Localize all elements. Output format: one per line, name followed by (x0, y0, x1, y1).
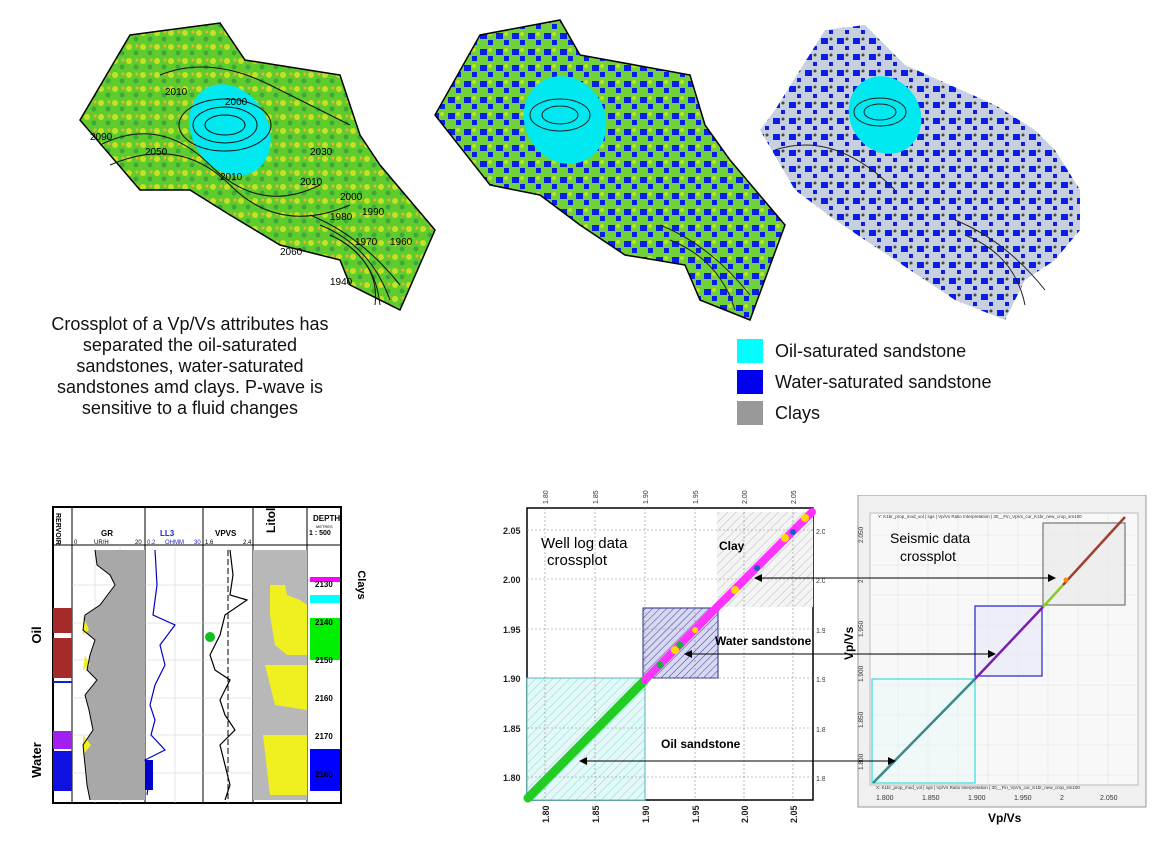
clays-label: Clays (355, 570, 367, 599)
ll3-header: LL3 (160, 529, 175, 538)
oil-region-label: Oil sandstone (661, 737, 741, 751)
crossplot2-title-line2: crossplot (900, 548, 956, 564)
contour-label: 2010 (220, 172, 243, 183)
right-tick: 1.90 (816, 677, 825, 684)
top-tick: 1.95 (693, 490, 700, 504)
top-tick: 1.80 (543, 490, 550, 504)
x-tick: 1.95 (691, 805, 701, 823)
seis-x-tick: 1.850 (922, 795, 940, 802)
seismic-footer-text: X: K1br_prop_mod_vol | sgs | Vp/Vs Ratio… (876, 785, 1080, 790)
gr-min: 0 (74, 540, 78, 546)
y-tick: 1.95 (503, 625, 521, 635)
depth-scale: 1 : 500 (309, 530, 331, 537)
contour-label: 2090 (90, 132, 113, 143)
seis-x-tick: 1.800 (876, 795, 894, 802)
vpvs-header: VPVS (215, 529, 237, 538)
legend-water: Water-saturated sandstone (737, 369, 991, 395)
crossplot1-title-line2: crossplot (547, 552, 608, 569)
contour-label: 1970 (355, 237, 378, 248)
legend-water-label: Water-saturated sandstone (775, 371, 992, 392)
contour-label: 2060 (280, 247, 303, 258)
clay-region-label: Clay (719, 539, 745, 553)
litho-header: Litol (264, 508, 278, 533)
depth-2140: 2140 (315, 618, 333, 627)
top-tick: 1.85 (593, 490, 600, 504)
top-tick: 2.05 (791, 490, 798, 504)
correspondence-arrows (579, 574, 1056, 765)
seismic-header-text: Y: K1br_prop_mod_vol | sgs | Vp/Vs Ratio… (878, 514, 1082, 519)
right-tick: 1.80 (816, 776, 825, 783)
seis-y-tick: 2.050 (858, 526, 865, 543)
reservoir-header: RERVOIR (54, 513, 61, 545)
y-tick: 1.90 (503, 674, 521, 684)
contour-label: 2000 (225, 97, 248, 108)
well-log-panel: Oil Water Clays RERVOIR GR 0 UR/H 20 LL3… (29, 506, 367, 804)
depth-2150: 2150 (315, 656, 333, 665)
depth-2160: 2160 (315, 694, 333, 703)
depth-2130: 2130 (315, 580, 333, 589)
depth-sub: METRES (316, 524, 333, 529)
right-tick: 1.85 (816, 727, 825, 734)
seis-y-tick: 1.850 (858, 711, 865, 728)
y-tick: 2.00 (503, 575, 521, 585)
contour-label: 1990 (362, 207, 385, 218)
crossplot1-title-line1: Well log data (541, 535, 628, 552)
contour-label: 2010 (300, 177, 323, 188)
water-region-label: Water sandstone (715, 634, 812, 648)
clays-swatch (737, 401, 763, 425)
contour-label: 1980 (330, 212, 353, 223)
gr-max: 20 (135, 540, 142, 546)
vpvs-attribute-map: 2010 2000 2050 2010 2030 2010 2000 1990 … (79, 22, 436, 312)
water-label: Water (29, 742, 44, 778)
right-tick: 2.05 (816, 529, 825, 536)
fluid-classification-map (434, 19, 786, 321)
seismic-xlabel: Vp/Vs (988, 811, 1022, 825)
crossplot2-title-line1: Seismic data (890, 530, 970, 546)
y-tick: 2.05 (503, 526, 521, 536)
legend-oil-label: Oil-saturated sandstone (775, 340, 967, 361)
y-tick: 1.85 (503, 724, 521, 734)
ll3-max: 30 (194, 540, 201, 546)
gr-header: GR (101, 529, 113, 538)
contour-label: 2010 (165, 87, 188, 98)
right-tick: 1.95 (816, 628, 825, 635)
top-tick: 2.00 (742, 490, 749, 504)
legend-clays-label: Clays (775, 402, 821, 423)
x-tick: 2.00 (740, 805, 750, 823)
ll3-min: 0.2 (147, 540, 156, 546)
contour-label: 2050 (145, 147, 168, 158)
vpvs-min: 1.6 (205, 540, 214, 546)
contour-label: 1960 (390, 237, 413, 248)
seis-y-tick: 1.950 (858, 620, 865, 637)
description-caption: Crossplot of a Vp/Vs attributes has sepa… (51, 314, 329, 418)
seis-y-tick: 1.900 (858, 665, 865, 682)
contour-label: 2030 (310, 147, 333, 158)
x-tick: 1.90 (641, 805, 651, 823)
legend-oil: Oil-saturated sandstone (737, 338, 966, 364)
seis-x-tick: 1.950 (1014, 795, 1032, 802)
contour-label: 2000 (340, 192, 363, 203)
seis-x-tick: 2.050 (1100, 795, 1118, 802)
y-tick: 1.80 (503, 773, 521, 783)
oil-swatch (737, 339, 763, 363)
seis-x-tick: 1.900 (968, 795, 986, 802)
vpvs-max: 2.4 (243, 540, 252, 546)
x-tick: 1.85 (591, 805, 601, 823)
ll3-unit: OHMM (165, 540, 184, 546)
contour-label: 1940 (330, 277, 353, 288)
x-tick: 1.80 (541, 805, 551, 823)
oil-label: Oil (29, 626, 44, 643)
depth-2170: 2170 (315, 732, 333, 741)
water-swatch (737, 370, 763, 394)
depth-header: DEPTH (313, 514, 340, 523)
clay-classification-map (760, 25, 1080, 320)
x-tick: 2.05 (789, 805, 799, 823)
gr-unit: UR/H (94, 540, 109, 546)
legend-clays: Clays (737, 400, 820, 426)
depth-2180: 2180 (315, 770, 333, 779)
seis-x-tick: 2 (1060, 795, 1064, 802)
top-tick: 1.90 (643, 490, 650, 504)
